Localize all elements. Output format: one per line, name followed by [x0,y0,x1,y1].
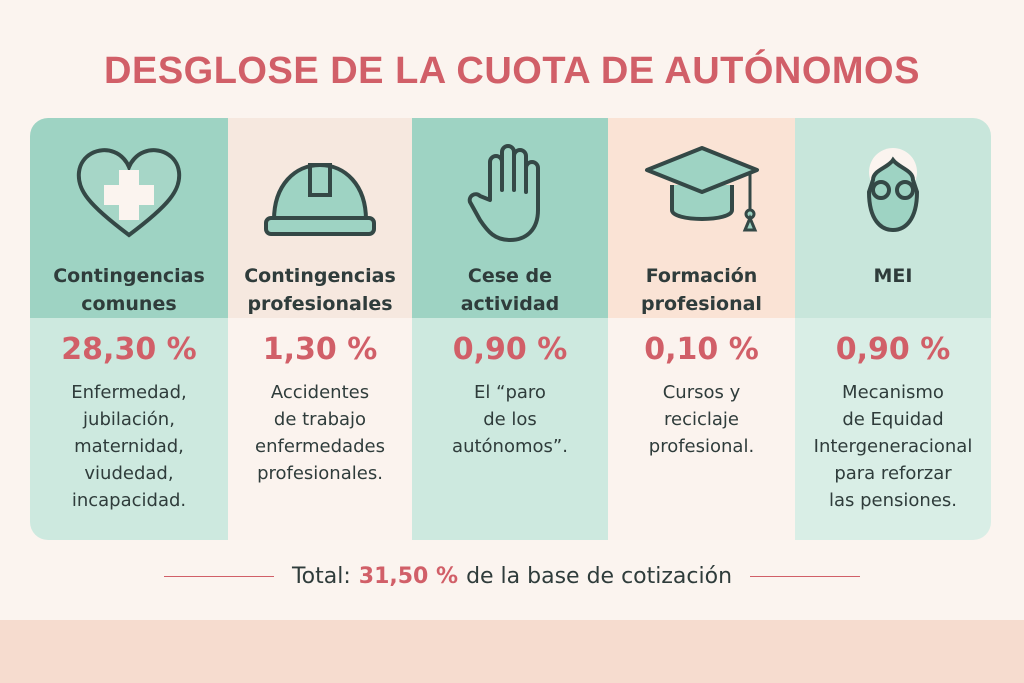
elderly-person-glasses-icon [866,148,920,233]
description: Accidentes de trabajo enfermedades profe… [255,382,385,484]
column-cese-actividad: Cese de actividad 0,90 % El “paro de los… [412,118,608,540]
percentage: 1,30 % [262,332,378,367]
percentage: 28,30 % [61,332,197,367]
page-title: DESGLOSE DE LA CUOTA DE AUTÓNOMOS [104,50,920,92]
column-mei: MEI 0,90 % Mecanismo de Equidad Intergen… [795,118,991,540]
column-title: Cese de actividad [460,265,560,315]
raised-hand-icon [467,144,540,242]
graduation-cap-icon [644,146,759,232]
breakdown-grid: Contingencias comunes 28,30 % Enfermedad… [30,118,991,540]
total-suffix: de la base de cotización [466,564,733,589]
description: El “paro de los autónomos”. [452,382,568,457]
percentage: 0,90 % [452,332,568,367]
total-label: Total: [291,564,351,589]
column-title: Contingencias comunes [53,265,205,315]
column-contingencias-profesionales: Contingencias profesionales 1,30 % Accid… [228,118,412,540]
percentage: 0,90 % [835,332,951,367]
divider-right [750,576,861,577]
percentage: 0,10 % [644,332,759,367]
hard-hat-icon [264,162,376,236]
column-title: MEI [873,265,913,287]
total-value: 31,50 % [358,564,459,589]
description: Enfermedad, jubilación, maternidad, viud… [71,382,187,511]
total-summary: Total: 31,50 % de la base de cotización [0,564,1024,589]
description: Cursos y reciclaje profesional. [648,382,755,457]
column-contingencias-comunes: Contingencias comunes 28,30 % Enfermedad… [30,118,228,540]
divider-left [163,576,274,577]
footer-band [0,620,1024,683]
column-formacion-profesional: Formación profesional 0,10 % Cursos y re… [608,118,795,540]
description: Mecanismo de Equidad Intergeneracional p… [813,382,973,511]
heart-medical-cross-icon [76,148,182,238]
column-title: Contingencias profesionales [244,265,396,315]
column-title: Formación profesional [641,265,762,315]
